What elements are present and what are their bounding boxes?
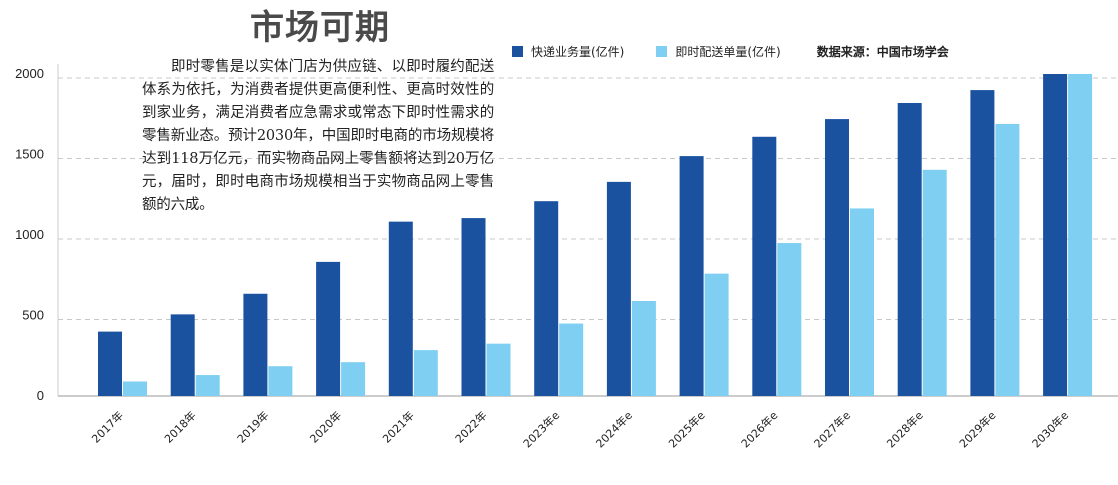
x-tick-label: 2030年e [1029,408,1071,450]
x-tick-label: 2025年e [665,408,707,450]
x-tick-label: 2028年e [884,408,926,450]
bar-series2 [123,381,147,396]
bar-series1 [388,221,413,396]
legend-item-series1: 快递业务量(亿件) [512,43,624,60]
bar-series1 [534,201,559,396]
x-tick-label: 2023年e [520,408,562,450]
bar-series1 [461,218,486,396]
bar-series2 [704,273,729,396]
bar-series1 [243,293,268,396]
bar-series1 [170,314,195,396]
bar-series1 [606,181,631,396]
legend-swatch-series2 [656,46,668,57]
bar-series1 [316,261,341,396]
bar-series2 [777,243,802,396]
y-tick-label: 0 [37,388,44,403]
bar-series2 [850,208,874,396]
legend-swatch-series1 [512,46,523,57]
x-tick-label: 2026年e [738,408,780,450]
bar-series2 [922,169,947,396]
bar-series2 [995,123,1020,396]
y-tick-label: 1000 [15,227,44,242]
x-tick-label: 2021年 [379,408,416,445]
x-tick-label: 2024年e [593,408,635,450]
bar-series1 [98,331,122,396]
bar-series2 [559,323,584,396]
bar-series2 [631,301,656,396]
x-tick-label: 2029年e [956,408,998,450]
x-tick-label: 2019年 [234,408,271,445]
bars [98,74,1093,397]
x-axis-ticks: 2017年 2018年 2019年 2020年 2021年 2022年 2023年e 2024… [89,408,1072,450]
legend: 快递业务量(亿件) 即时配送单量(亿件) 数据来源：中国市场学会 [512,43,949,60]
bar-series2 [268,366,293,396]
x-tick-label: 2017年 [89,408,126,445]
legend-item-series2: 即时配送单量(亿件) [656,43,781,60]
bar-series1 [970,90,995,396]
x-tick-label: 2018年 [161,408,198,445]
bar-series2 [413,350,438,396]
x-tick-label: 2022年 [452,408,489,445]
chart-description: 即时零售是以实体门店为供应链、以即时履约配送体系为依托，为消费者提供更高便利性、… [142,59,494,213]
bar-series1 [1043,74,1068,396]
bar-series2 [195,375,220,396]
y-tick-label: 2000 [15,66,44,81]
bar-series2 [1068,74,1093,396]
bar-series1 [897,102,922,396]
legend-label-series1: 快递业务量(亿件) [531,45,625,59]
chart-title: 市场可期 [250,8,390,48]
y-tick-label: 500 [22,308,44,323]
bar-series1 [679,156,704,396]
bar-series2 [341,362,366,396]
x-tick-label: 2027年e [811,408,853,450]
y-axis-ticks: 0 500 1000 1500 2000 [15,66,44,403]
legend-label-series2: 即时配送单量(亿件) [675,45,781,59]
y-tick-label: 1500 [15,147,44,162]
bar-series1 [825,119,849,396]
bar-series2 [486,343,511,396]
x-tick-label: 2020年 [307,408,344,445]
data-source: 数据来源：中国市场学会 [816,45,949,59]
bar-series1 [752,136,777,397]
